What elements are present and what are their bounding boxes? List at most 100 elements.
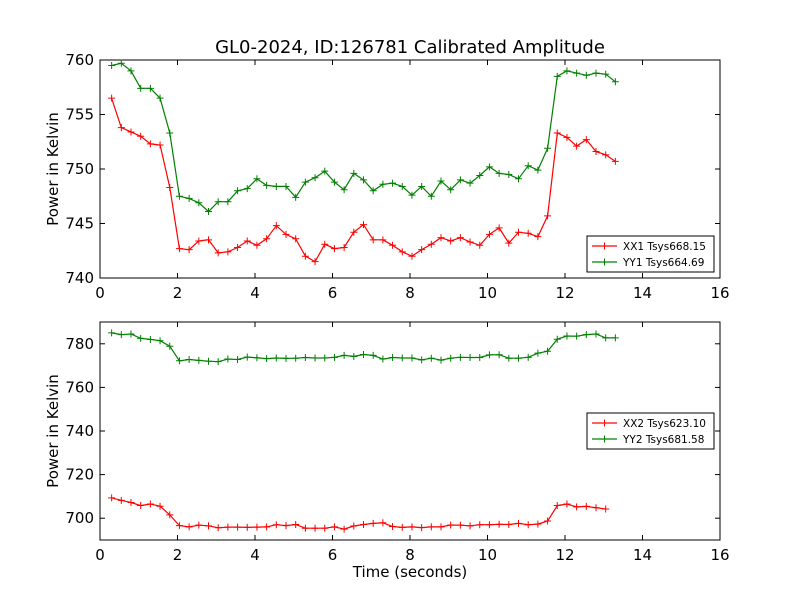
data-point-marker (340, 186, 348, 194)
x-tick-label: 14 (633, 284, 652, 302)
data-point-marker (282, 182, 290, 190)
data-point-marker (505, 521, 513, 529)
data-point-marker (466, 354, 474, 362)
data-point-marker (485, 230, 493, 238)
data-point-marker (592, 148, 600, 156)
data-point-marker (602, 151, 610, 159)
data-point-marker (379, 236, 387, 244)
y-tick-label: 760 (65, 51, 94, 69)
data-point-marker (224, 355, 232, 363)
data-point-marker (117, 59, 125, 67)
data-point-marker (611, 334, 619, 342)
data-point-marker (321, 240, 329, 248)
data-point-marker (602, 505, 610, 513)
data-point-marker (137, 132, 145, 140)
chart-title: GL0-2024, ID:126781 Calibrated Amplitude (215, 37, 605, 58)
data-point-marker (166, 129, 174, 137)
data-point-marker (282, 230, 290, 238)
data-point-marker (340, 243, 348, 251)
data-point-marker (272, 222, 280, 230)
data-point-marker (369, 351, 377, 359)
data-point-marker (582, 71, 590, 79)
data-point-marker (311, 354, 319, 362)
data-point-marker (515, 519, 522, 527)
data-point-marker (563, 133, 571, 141)
data-point-marker (340, 351, 348, 359)
data-point-marker (175, 357, 183, 365)
data-point-marker (292, 235, 300, 243)
data-point-marker (263, 181, 271, 189)
data-point-marker (360, 176, 367, 184)
y-axis-label: Power in Kelvin (44, 112, 62, 226)
data-point-marker (534, 233, 542, 241)
data-point-marker (611, 78, 619, 86)
data-point-marker (214, 198, 222, 206)
data-point-marker (156, 337, 164, 345)
data-point-marker (360, 221, 367, 229)
data-point-marker (544, 212, 552, 220)
data-point-marker (243, 523, 251, 531)
data-point-marker (611, 157, 619, 165)
data-point-marker (456, 234, 464, 242)
data-point-marker (476, 521, 484, 529)
data-point-marker (476, 172, 484, 180)
y-tick-label: 750 (65, 160, 94, 178)
data-point-marker (175, 192, 183, 200)
data-point-marker (466, 179, 474, 187)
data-point-marker (108, 94, 116, 102)
data-point-marker (447, 237, 455, 245)
data-point-marker (156, 94, 164, 102)
data-point-marker (224, 523, 232, 531)
data-point-marker (592, 330, 600, 338)
data-point-marker (175, 245, 183, 253)
data-point-marker (602, 70, 610, 78)
data-point-marker (592, 69, 600, 77)
data-point-marker (418, 246, 426, 254)
data-point-marker (437, 234, 445, 242)
data-point-marker (340, 525, 348, 533)
data-point-marker (573, 69, 581, 77)
data-point-marker (427, 192, 435, 200)
chart-panel-2: 0 2 4 6 8 10 12 14 16 700 720 740 760 780 Power in Kel… (44, 321, 730, 581)
data-point-marker (263, 235, 271, 243)
data-point-marker (524, 229, 532, 237)
legend-marker (601, 242, 608, 250)
data-point-marker (263, 523, 271, 531)
data-point-marker (330, 178, 338, 186)
data-point-marker (515, 354, 522, 362)
data-point-marker (379, 519, 387, 527)
data-point-marker (253, 241, 261, 249)
data-point-marker (534, 520, 542, 528)
data-point-marker (408, 523, 416, 531)
series-line (111, 497, 606, 530)
data-point-marker (476, 241, 484, 249)
data-point-marker (224, 248, 232, 256)
series-1 (108, 494, 610, 533)
data-point-marker (437, 356, 445, 364)
data-point-marker (515, 228, 522, 236)
data-point-marker (117, 124, 125, 132)
data-point-marker (195, 199, 203, 207)
data-point-marker (418, 182, 426, 190)
data-point-marker (369, 236, 377, 244)
x-tick-label: 4 (250, 284, 260, 302)
data-point-marker (156, 141, 164, 149)
data-point-marker (524, 521, 532, 529)
data-point-marker (485, 163, 493, 171)
data-point-marker (117, 331, 125, 339)
data-point-marker (350, 352, 358, 360)
data-point-marker (544, 517, 552, 525)
data-point-marker (311, 174, 319, 182)
data-point-marker (408, 252, 416, 260)
data-point-marker (224, 198, 232, 206)
data-point-marker (456, 353, 464, 361)
x-tick-label: 2 (173, 284, 183, 302)
series-1 (108, 94, 619, 266)
data-point-marker (108, 61, 116, 69)
data-point-marker (166, 342, 174, 350)
data-point-marker (253, 175, 261, 183)
data-point-marker (447, 186, 455, 194)
data-point-marker (205, 357, 212, 365)
data-point-marker (301, 354, 309, 362)
y-tick-label: 760 (65, 378, 94, 396)
